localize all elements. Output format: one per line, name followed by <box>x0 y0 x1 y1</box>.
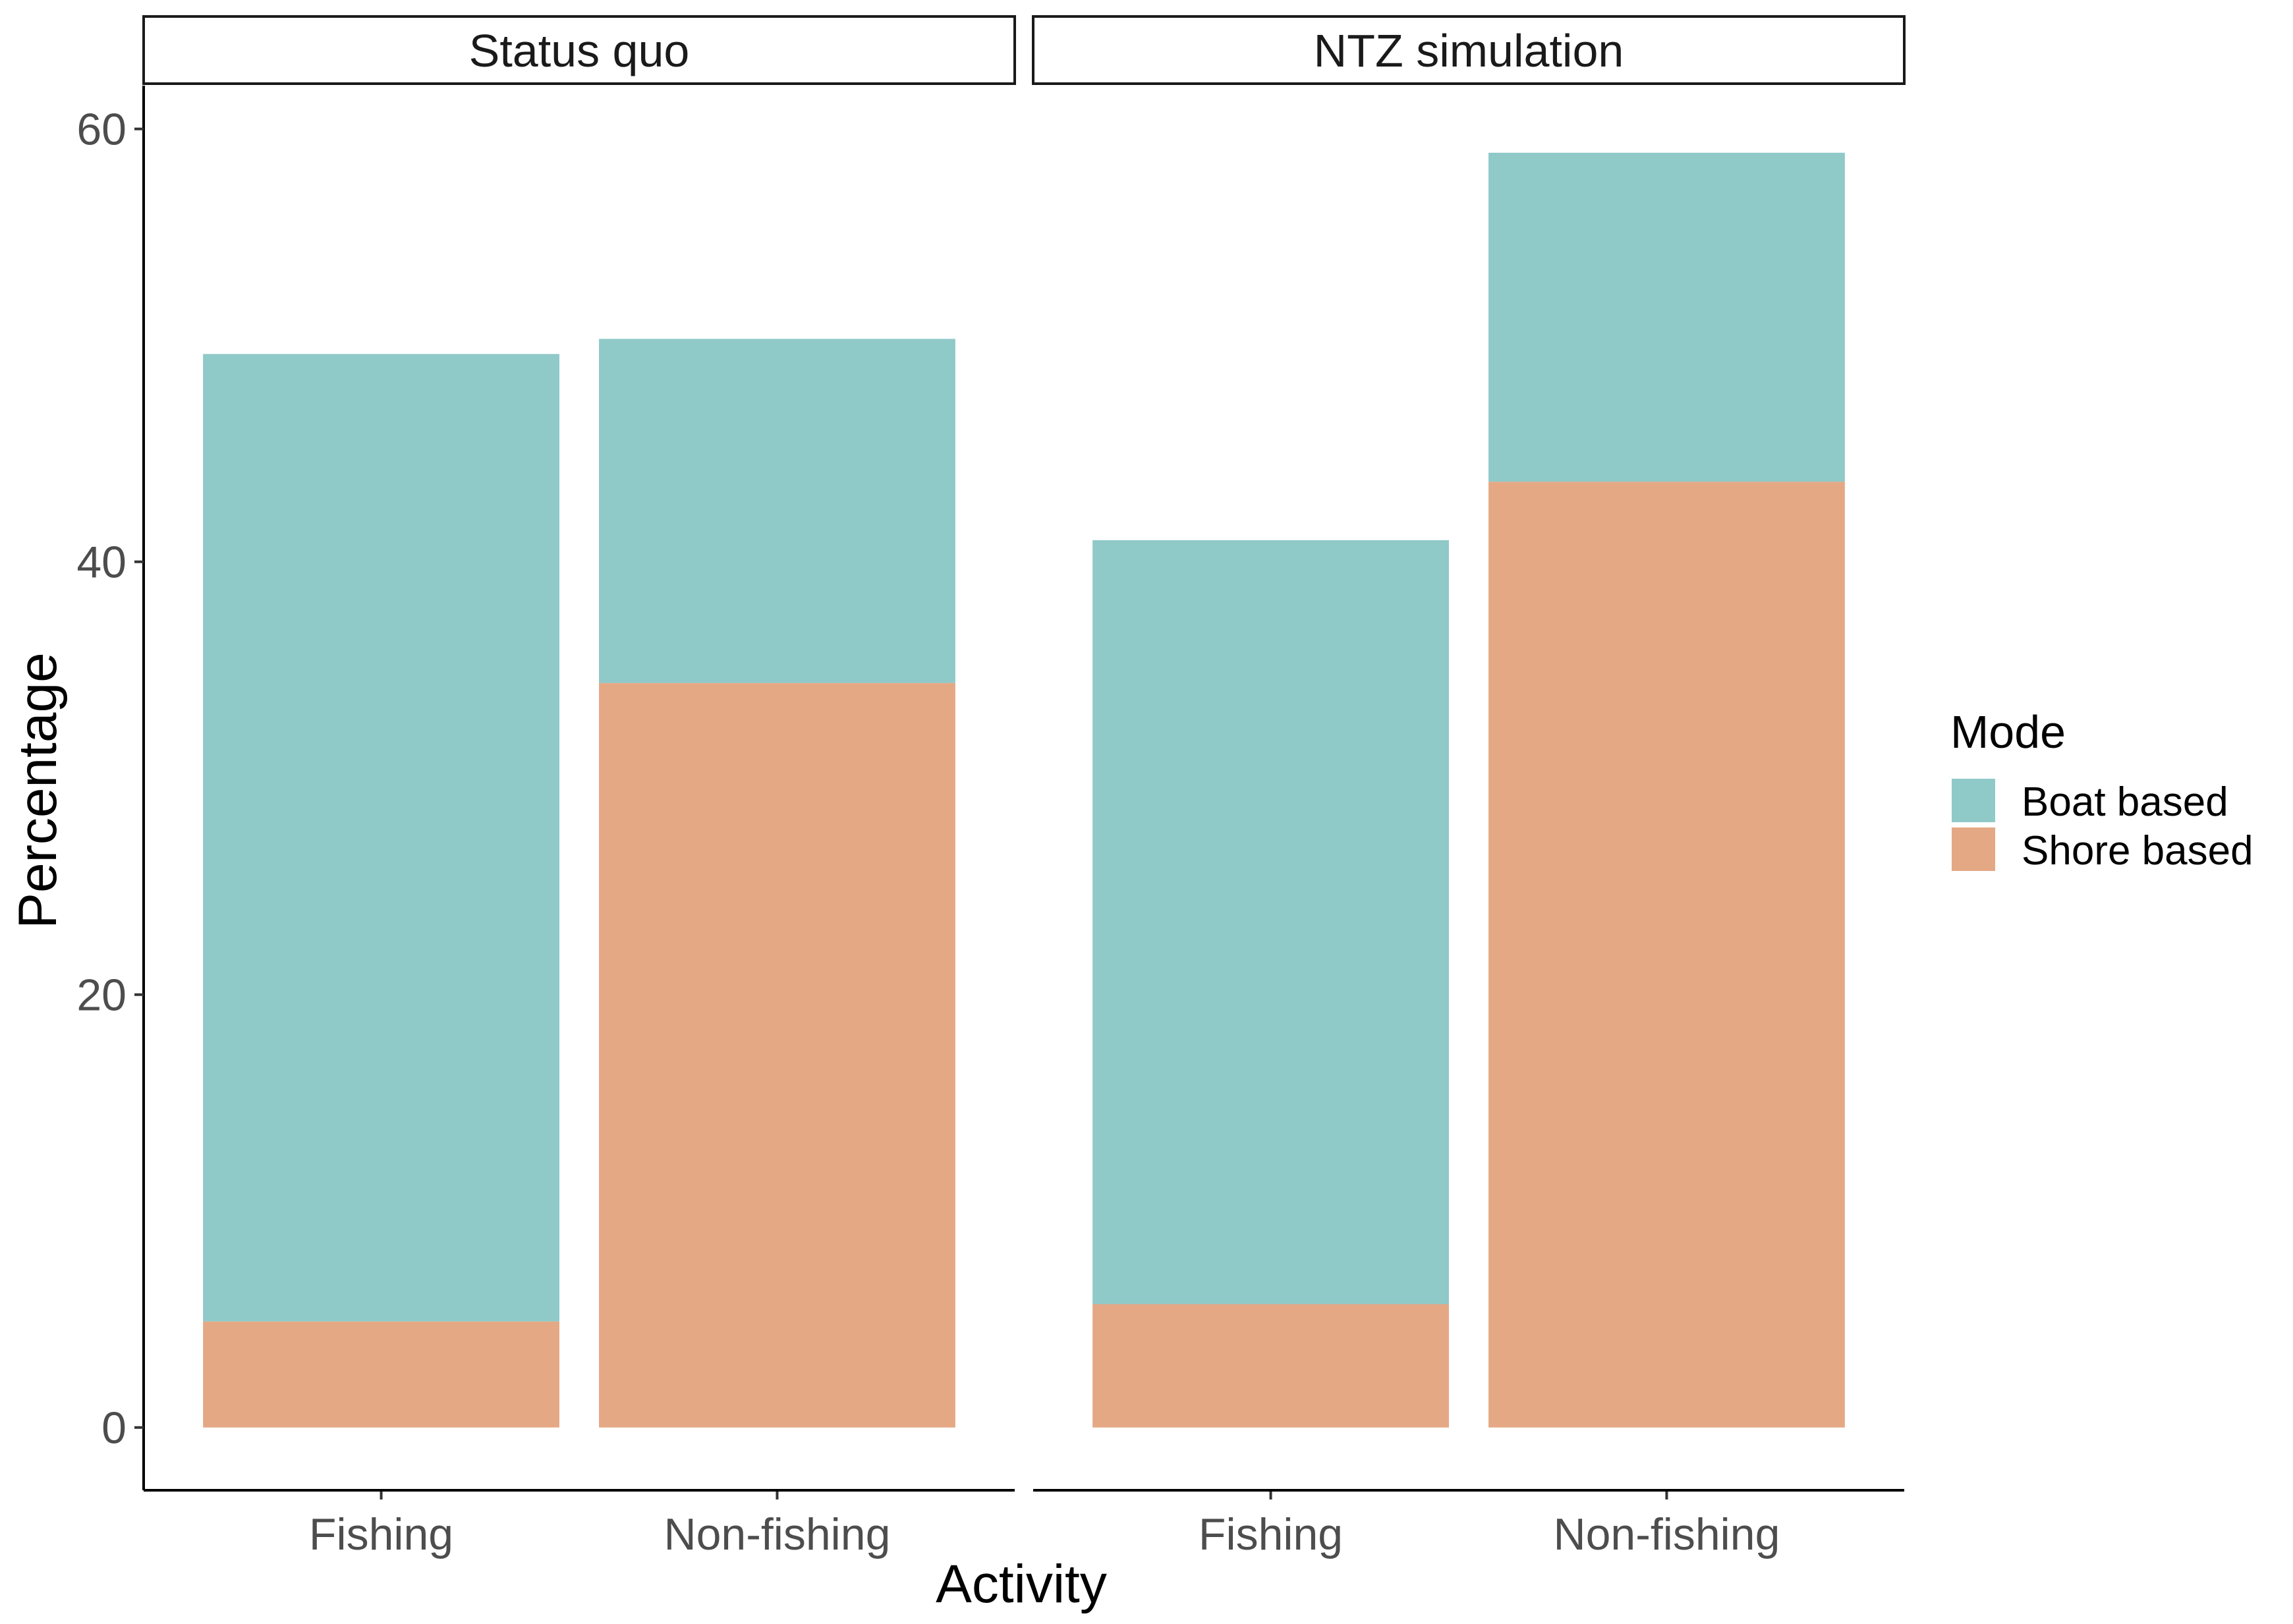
legend-title: Mode <box>1950 706 2066 758</box>
y-axis-title: Percentage <box>8 652 68 928</box>
legend: Mode Boat based Shore based <box>1950 706 2253 874</box>
bar-ntz-simulation-non-fishing-boat-based <box>1488 152 1845 482</box>
strip-label-ntz-simulation: NTZ simulation <box>1314 25 1624 76</box>
x-tick-label-ntz-simulation-non-fishing: Non-fishing <box>1553 1509 1780 1559</box>
bar-status-quo-fishing-boat-based <box>203 354 559 1322</box>
bar-status-quo-non-fishing-shore-based <box>599 683 955 1428</box>
y-tick-label-20: 20 <box>76 970 127 1021</box>
panels-layer: Status quo Fishing Non-fishing NTZ simulati… <box>76 15 1906 1559</box>
legend-label-boat-based: Boat based <box>2022 779 2228 825</box>
strip-ntz-simulation <box>1032 15 1906 85</box>
strip-status-quo <box>142 15 1016 85</box>
legend-label-shore-based: Shore based <box>2022 828 2253 874</box>
bar-status-quo-fishing-shore-based <box>203 1321 559 1428</box>
bar-ntz-simulation-fishing-shore-based <box>1092 1304 1449 1428</box>
legend-key-shore-based <box>1952 827 1995 871</box>
x-tick-label-status-quo-fishing: Fishing <box>309 1509 453 1559</box>
x-tick-label-status-quo-non-fishing: Non-fishing <box>664 1509 890 1559</box>
x-tick-label-ntz-simulation-fishing: Fishing <box>1199 1509 1343 1559</box>
strip-label-status-quo: Status quo <box>469 25 690 76</box>
y-tick-label-0: 0 <box>101 1403 127 1453</box>
y-tick-label-40: 40 <box>76 538 127 588</box>
y-tick-label-60: 60 <box>76 105 127 155</box>
bar-ntz-simulation-fishing-boat-based <box>1092 540 1449 1304</box>
bar-status-quo-non-fishing-boat-based <box>599 339 955 683</box>
x-axis-title: Activity <box>936 1554 1107 1614</box>
legend-key-boat-based <box>1952 779 1995 822</box>
bar-ntz-simulation-non-fishing-shore-based <box>1488 482 1845 1428</box>
